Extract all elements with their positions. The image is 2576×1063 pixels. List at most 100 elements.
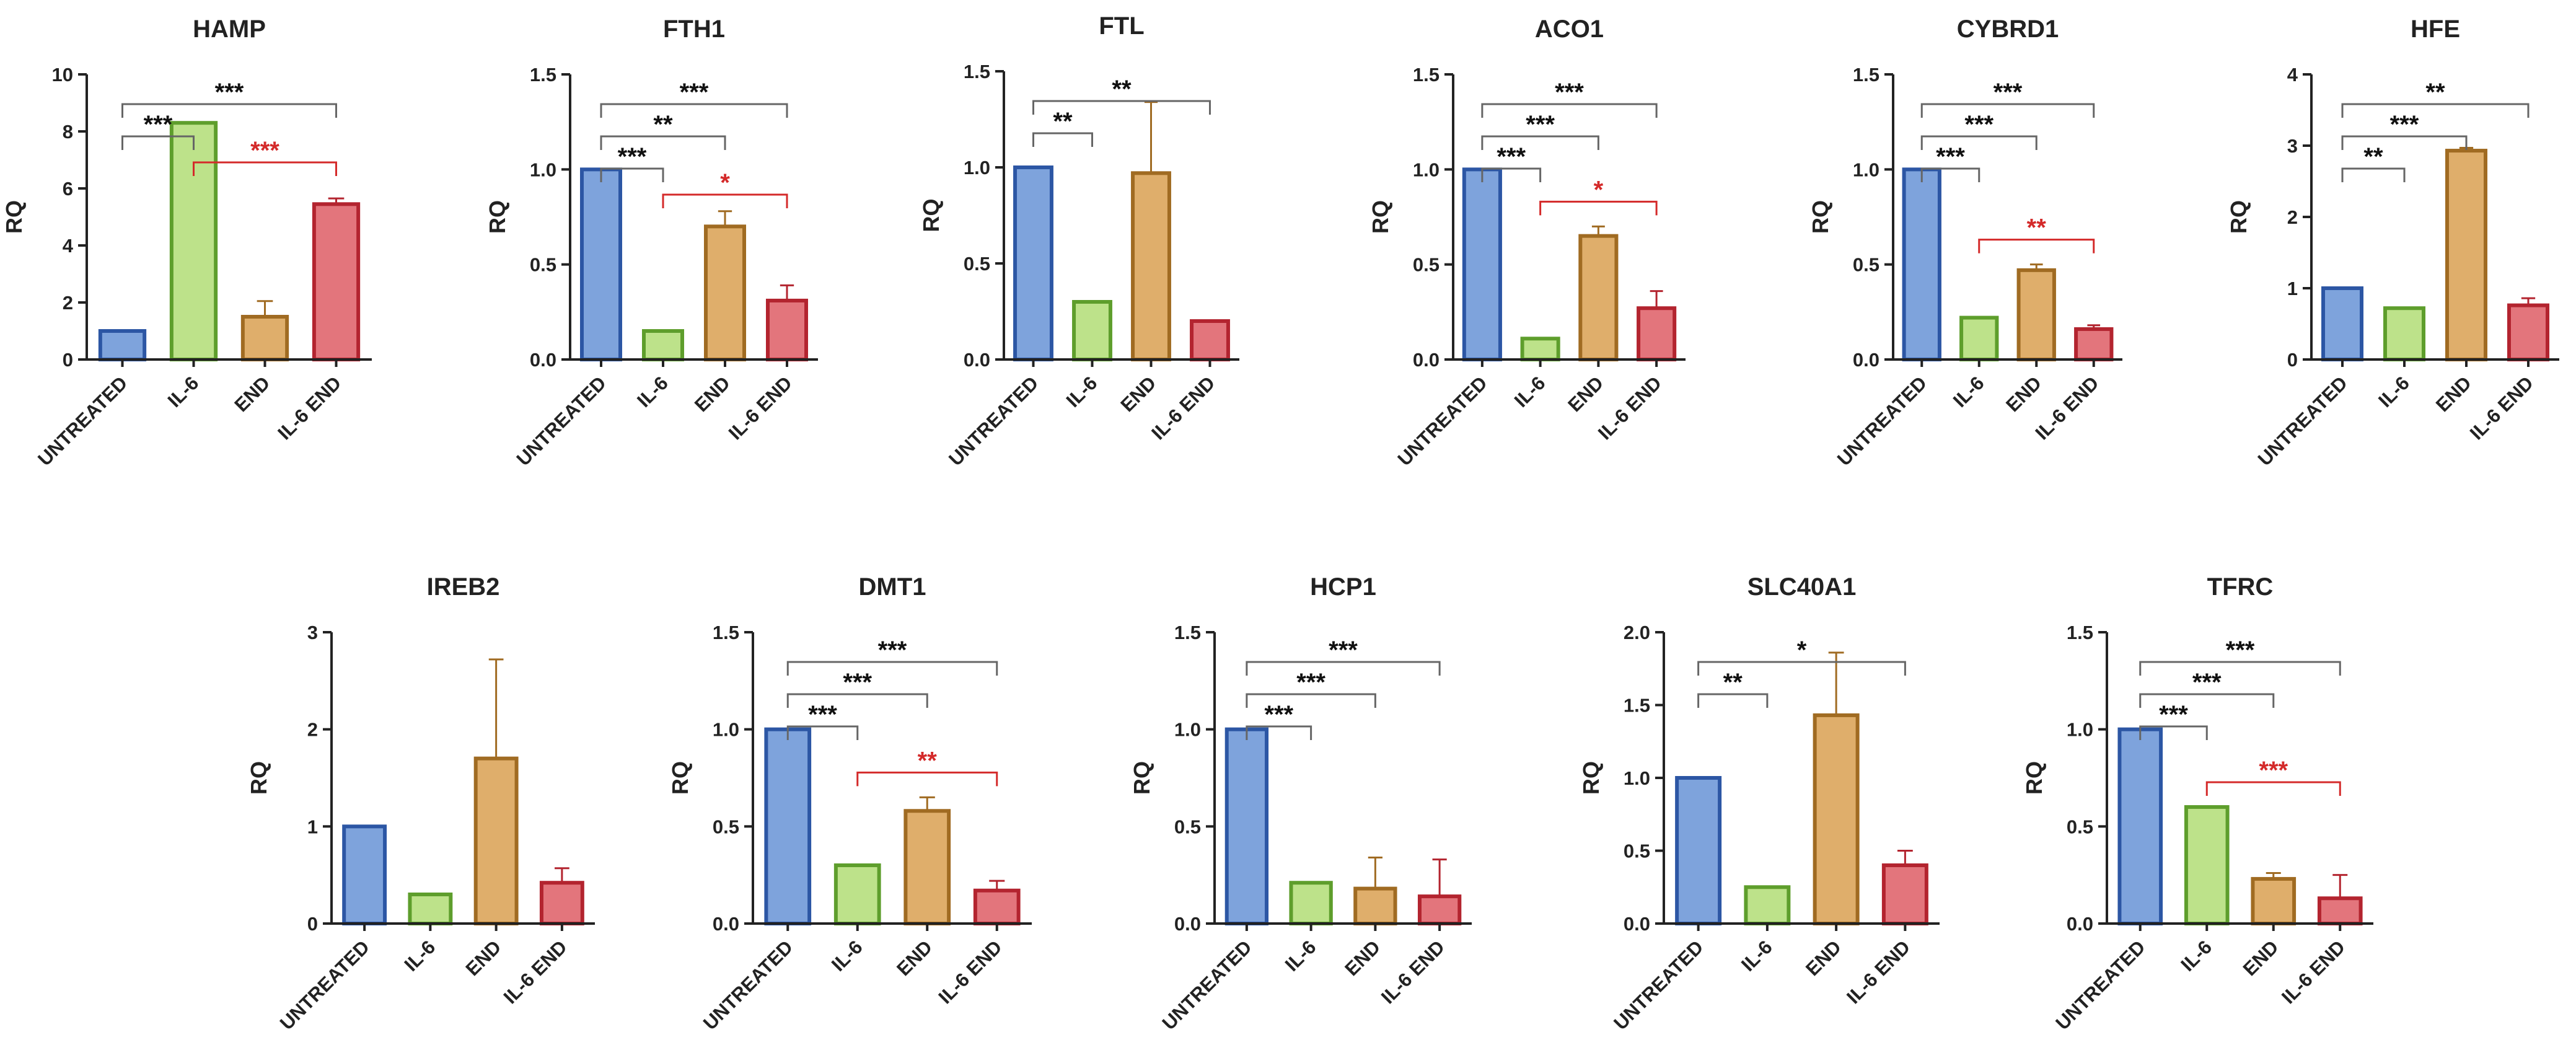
x-tick-label: IL-6 <box>1281 936 1321 976</box>
y-tick-label: 0.0 <box>1853 349 1879 371</box>
x-tick-label: END <box>462 936 506 980</box>
significance-bracket <box>600 167 664 182</box>
chart-title: FTL <box>1099 12 1144 40</box>
y-tick-label: 0.0 <box>1624 913 1650 935</box>
y-tick-label: 1.0 <box>1413 159 1440 180</box>
chart-title: HCP1 <box>1310 573 1376 601</box>
significance-bracket <box>1246 693 1376 708</box>
y-tick-label: 1 <box>307 816 318 837</box>
significance-label: *** <box>1936 143 1965 170</box>
y-tick-label: 0.5 <box>1174 816 1201 837</box>
x-tick-label: IL-6 END <box>934 936 1006 1008</box>
x-tick-label: IL-6 END <box>1377 936 1449 1008</box>
significance-bracket <box>121 103 337 118</box>
y-axis-label: RQ <box>1808 200 1833 234</box>
significance-bracket <box>2139 661 2341 676</box>
x-tick-label: END <box>1801 936 1845 980</box>
significance-bracket <box>1032 132 1093 147</box>
x-tick-label: IL-6 <box>2374 372 2414 412</box>
bar-end <box>2251 876 2297 926</box>
bar-il-6 <box>1520 337 1560 361</box>
y-axis-label: RQ <box>667 761 693 795</box>
significance-bracket-red <box>1539 200 1658 216</box>
bar-end <box>1353 886 1397 925</box>
x-tick-label: IL-6 END <box>724 372 796 444</box>
x-tick-label: IL-6 <box>827 936 867 976</box>
bar-il-6-end <box>1417 894 1462 925</box>
significance-label: *** <box>808 701 837 728</box>
y-tick-label: 1.0 <box>713 719 739 741</box>
y-tick-label: 0.5 <box>2067 816 2093 837</box>
y-axis-label: RQ <box>1129 761 1154 795</box>
y-axis-label: RQ <box>1578 761 1604 795</box>
bar-il-6-end <box>766 298 808 361</box>
significance-bracket <box>1697 693 1769 708</box>
x-tick-label: END <box>2432 372 2476 416</box>
bar-il-6 <box>833 863 881 925</box>
significance-bracket-red <box>193 161 337 176</box>
bar-il-6-end <box>2507 303 2549 362</box>
significance-label: *** <box>1497 143 1526 170</box>
y-tick-label: 1.5 <box>1174 622 1201 643</box>
bar-untreated <box>98 329 147 361</box>
y-axis-label: RQ <box>1368 200 1393 234</box>
y-tick-label: 1.0 <box>530 159 556 180</box>
significance-label: *** <box>2192 669 2222 696</box>
bar-il-6 <box>2184 805 2230 925</box>
y-tick-label: 1.5 <box>530 64 556 86</box>
significance-bracket <box>600 103 788 118</box>
y-tick-label: 0.5 <box>713 816 739 837</box>
significance-label: ** <box>2363 143 2383 170</box>
y-tick-label: 3 <box>307 622 318 643</box>
bar-end <box>704 224 746 362</box>
y-tick-label: 1.5 <box>1853 64 1879 86</box>
significance-label: *** <box>2390 111 2419 138</box>
significance-label: *** <box>843 669 872 696</box>
x-tick-label: IL-6 END <box>2277 936 2349 1008</box>
bar-il-6-end <box>1881 863 1928 925</box>
y-tick-label: 1.5 <box>1413 64 1440 86</box>
y-tick-label: 1.0 <box>1853 159 1879 180</box>
y-tick-label: 0.5 <box>964 253 990 275</box>
x-tick-label: UNTREATED <box>2051 936 2149 1034</box>
y-tick-label: 6 <box>63 178 73 200</box>
x-tick-label: UNTREATED <box>1394 372 1492 470</box>
y-axis-label: RQ <box>485 200 510 234</box>
significance-label: ** <box>1112 76 1132 103</box>
y-tick-label: 8 <box>63 121 73 143</box>
bar-il-6 <box>1744 885 1791 925</box>
bar-il-6-end <box>312 202 361 361</box>
significance-bracket <box>1032 100 1211 115</box>
bar-il-6 <box>1959 315 1999 361</box>
bar-untreated <box>764 727 812 925</box>
bar-end <box>1813 713 1860 925</box>
significance-bracket-red <box>662 193 788 208</box>
significance-bracket-red <box>1978 239 2095 254</box>
significance-bracket <box>2139 693 2275 708</box>
y-tick-label: 3 <box>2287 135 2298 157</box>
y-tick-label: 2 <box>2287 206 2298 228</box>
x-tick-label: IL-6 END <box>2466 372 2538 444</box>
y-tick-label: 10 <box>52 64 73 86</box>
y-tick-label: 0.0 <box>530 349 556 371</box>
significance-bracket <box>1481 135 1599 150</box>
significance-label: *** <box>1964 111 1994 138</box>
y-tick-label: 1.5 <box>964 61 990 82</box>
bar-il-6 <box>642 329 684 361</box>
x-tick-label: UNTREATED <box>1609 936 1707 1034</box>
y-tick-label: 1.5 <box>2067 622 2093 643</box>
bar-il-6-end <box>973 888 1021 925</box>
significance-bracket <box>1697 661 1906 676</box>
significance-label: ** <box>1053 108 1073 135</box>
significance-label-red: ** <box>918 747 938 774</box>
significance-label: *** <box>680 79 709 106</box>
bar-il-6-end <box>1637 306 1677 362</box>
x-tick-label: IL-6 <box>164 372 203 412</box>
x-tick-label: END <box>230 372 274 416</box>
x-tick-label: IL-6 END <box>499 936 571 1008</box>
y-axis-label: RQ <box>1 200 27 234</box>
